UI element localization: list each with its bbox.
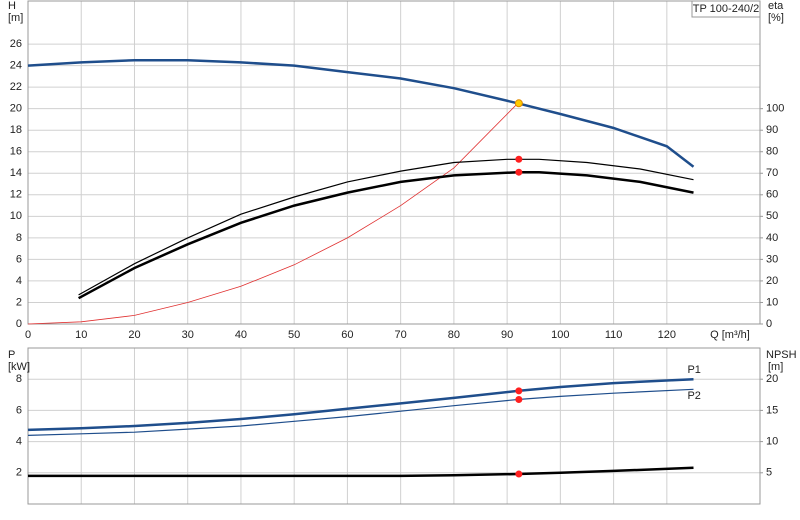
y2-tick-label: 70 [766,167,778,179]
y2-tick-label: 5 [766,467,772,479]
y-axis-unit: [m] [8,12,23,24]
curve [27,103,519,325]
y2-tick-label: 60 [766,189,778,201]
y2-axis-label: NPSH [766,349,797,361]
y2-axis-label: eta [768,0,784,12]
operating-point [514,99,523,108]
y2-tick-label: 15 [766,404,778,416]
x-axis-label: Q [m³/h] [710,329,750,341]
series-label: P1 [687,364,700,376]
x-tick-label: 60 [341,329,353,341]
y2-tick-label: 40 [766,232,778,244]
curve [78,158,694,296]
operating-point [515,470,523,478]
y2-tick-label: 50 [766,210,778,222]
y-tick-label: 4 [16,275,22,287]
y-tick-label: 20 [10,103,22,115]
y-tick-label: 0 [16,318,22,330]
x-tick-label: 90 [501,329,513,341]
y-tick-label: 22 [10,81,22,93]
x-tick-label: 100 [551,329,569,341]
x-tick-label: 20 [128,329,140,341]
chart-title: TP 100-240/2 [693,3,759,15]
x-tick-label: 80 [448,329,460,341]
y2-tick-label: 10 [766,436,778,448]
curve [27,388,694,436]
y2-tick-label: 30 [766,253,778,265]
curve [78,170,694,300]
y-tick-label: 6 [16,404,22,416]
x-tick-label: 10 [75,329,87,341]
y-tick-label: 8 [16,373,22,385]
y-axis-label: P [8,349,15,361]
x-tick-label: 40 [235,329,247,341]
y2-tick-label: 80 [766,146,778,158]
y-tick-label: 14 [10,167,22,179]
curve [28,466,694,478]
x-tick-label: 0 [25,329,31,341]
y2-tick-label: 0 [766,318,772,330]
x-tick-label: 30 [182,329,194,341]
y-tick-label: 2 [16,296,22,308]
y-tick-label: 24 [10,60,22,72]
y-tick-label: 6 [16,253,22,265]
y2-tick-label: 90 [766,124,778,136]
operating-point [515,395,523,403]
y2-tick-label: 20 [766,275,778,287]
y-tick-label: 26 [10,38,22,50]
operating-point [515,387,523,395]
plot-frame [27,0,761,325]
y-tick-label: 12 [10,189,22,201]
y-tick-label: 2 [16,467,22,479]
operating-point [515,155,523,163]
y2-tick-label: 100 [766,103,784,115]
y-axis-label: H [8,0,16,12]
x-tick-label: 70 [395,329,407,341]
y2-tick-label: 20 [766,373,778,385]
y2-axis-unit: [m] [768,361,783,373]
operating-point [515,168,523,176]
series-label: P2 [687,390,700,402]
x-tick-label: 110 [605,329,623,341]
y-tick-label: 8 [16,232,22,244]
y-tick-label: 16 [10,146,22,158]
x-tick-label: 120 [658,329,676,341]
curve [27,377,694,432]
plot-frame [27,347,761,505]
title-box [691,0,761,18]
y2-axis-unit: [%] [768,12,784,24]
curve [27,58,695,168]
y-axis-unit: [kW] [8,361,30,373]
y-tick-label: 18 [10,124,22,136]
y-tick-label: 10 [10,210,22,222]
x-tick-label: 50 [288,329,300,341]
y-tick-label: 4 [16,436,22,448]
y2-tick-label: 10 [766,296,778,308]
